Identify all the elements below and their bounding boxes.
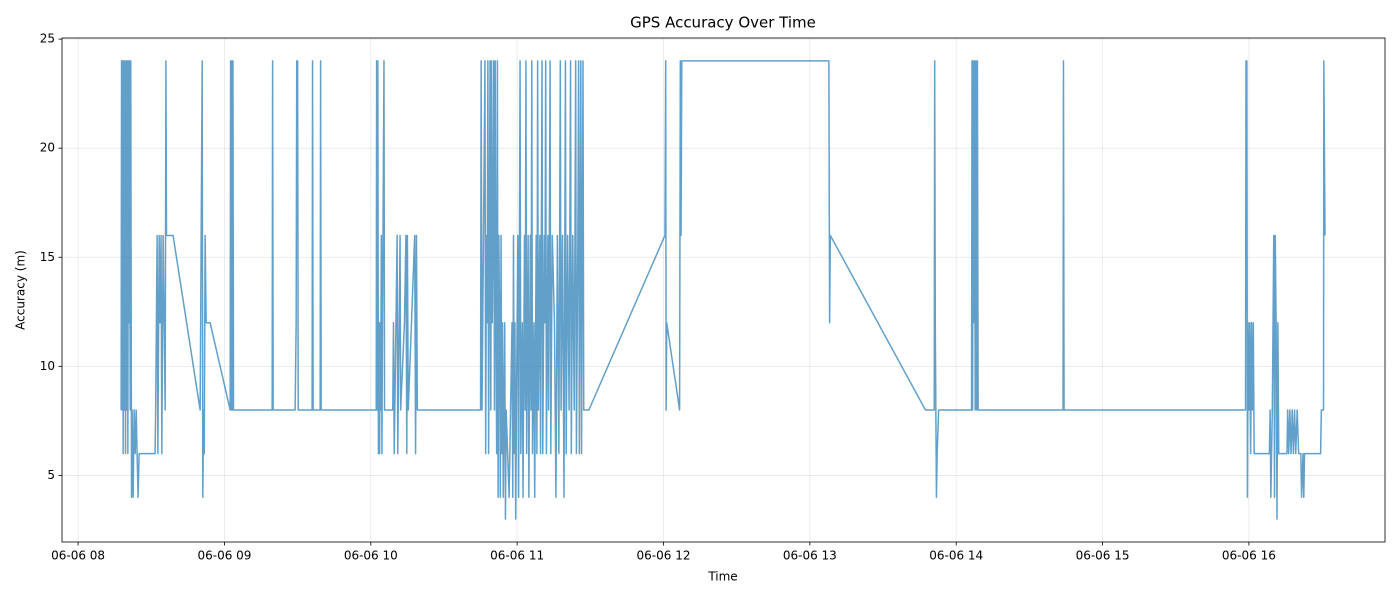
- y-tick-label: 5: [47, 468, 55, 482]
- x-tick-label: 06-06 13: [783, 549, 837, 563]
- x-tick-label: 06-06 10: [344, 549, 398, 563]
- x-tick-label: 06-06 15: [1076, 549, 1130, 563]
- y-tick-label: 10: [40, 359, 55, 373]
- plot-frame: [61, 37, 1386, 543]
- y-tick-label: 25: [40, 32, 55, 46]
- x-tick-label: 06-06 08: [51, 549, 105, 563]
- y-tick-label: 20: [40, 141, 55, 155]
- y-axis-label: Accuracy (m): [14, 250, 28, 330]
- chart-title: GPS Accuracy Over Time: [630, 14, 816, 32]
- data-line: [120, 60, 1326, 520]
- x-tick-label: 06-06 11: [490, 549, 544, 563]
- x-tick-label: 06-06 14: [929, 549, 983, 563]
- x-tick-label: 06-06 12: [637, 549, 691, 563]
- y-tick-label: 15: [40, 250, 55, 264]
- x-axis-label: Time: [707, 570, 737, 584]
- x-tick-label: 06-06 16: [1222, 549, 1276, 563]
- x-tick-label: 06-06 09: [197, 549, 251, 563]
